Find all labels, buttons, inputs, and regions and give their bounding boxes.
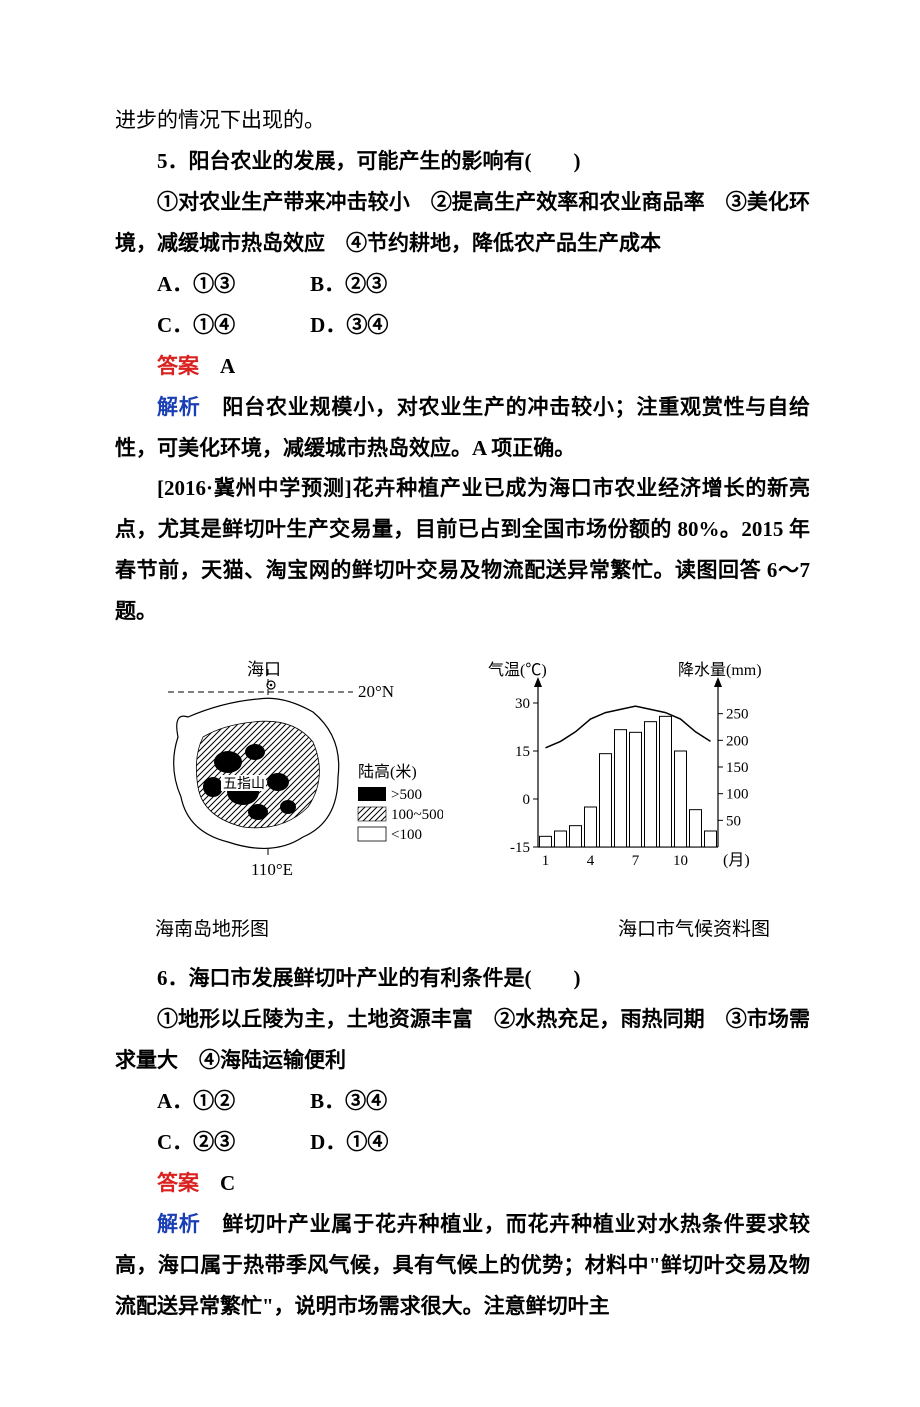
lon-label: 110°E	[251, 860, 293, 879]
q6-stem: 6．海口市发展鲜切叶产业的有利条件是( )	[115, 958, 810, 999]
temp-axis-label: 气温(℃)	[488, 661, 547, 679]
legend-mid: 100~500	[391, 807, 443, 823]
svg-text:1: 1	[541, 853, 549, 869]
q6-optD: D．①④	[310, 1130, 388, 1154]
hainan-map-figure: 20°N 110°E	[143, 657, 443, 901]
explanation-label: 解析	[157, 1212, 201, 1236]
passage-source: [2016·冀州中学预测]	[157, 476, 352, 500]
precip-axis-label: 降水量(mm)	[678, 661, 762, 679]
q6-choices-line: ①地形以丘陵为主，土地资源丰富 ②水热充足，雨热同期 ③市场需求量大 ④海陆运输…	[115, 999, 810, 1081]
q6-optA: A．①②	[157, 1089, 235, 1113]
climate-chart-svg: 气温(℃) 降水量(mm) -15 0 15 30 50 100 150 200 250 1 4…	[483, 657, 783, 887]
q5-exp-text: 阳台农业规模小，对农业生产的冲击较小；注重观赏性与自给性，可美化环境，减缓城市热…	[115, 395, 810, 460]
svg-text:250: 250	[726, 707, 749, 723]
q5-stem: 5．阳台农业的发展，可能产生的影响有( )	[115, 141, 810, 182]
svg-text:-15: -15	[510, 840, 530, 856]
legend-hi: >500	[391, 787, 422, 803]
climate-chart-figure: 气温(℃) 降水量(mm) -15 0 15 30 50 100 150 200 250 1 4…	[483, 657, 783, 901]
figure-row: 20°N 110°E	[115, 657, 810, 901]
q6-optB: B．③④	[310, 1089, 387, 1113]
wuzhi-label: 五指山	[223, 776, 265, 792]
climate-caption: 海口市气候资料图	[618, 911, 770, 948]
q5-options-row1: A．①③ B．②③	[115, 264, 810, 305]
q5-choices-line: ①对农业生产带来冲击较小 ②提高生产效率和农业商品率 ③美化环境，减缓城市热岛效…	[115, 182, 810, 264]
q6-explanation: 解析 鲜切叶产业属于花卉种植业，而花卉种植业对水热条件要求较高，海口属于热带季风…	[115, 1204, 810, 1327]
explanation-label: 解析	[157, 395, 201, 419]
q5-answer-value: A	[220, 354, 235, 378]
q5-answer-line: 答案 A	[115, 346, 810, 387]
svg-text:4: 4	[586, 853, 594, 869]
q5-optC: C．①④	[157, 313, 235, 337]
lat-label: 20°N	[358, 682, 394, 701]
passage-67: [2016·冀州中学预测]花卉种植产业已成为海口市农业经济增长的新亮点，尤其是鲜…	[115, 468, 810, 632]
q5-explanation: 解析 阳台农业规模小，对农业生产的冲击较小；注重观赏性与自给性，可美化环境，减缓…	[115, 387, 810, 469]
map-caption: 海南岛地形图	[155, 911, 269, 948]
q5-optB: B．②③	[310, 272, 387, 296]
svg-text:50: 50	[726, 814, 741, 830]
figure-captions: 海南岛地形图 海口市气候资料图	[155, 911, 770, 948]
answer-label: 答案	[157, 1171, 199, 1195]
svg-text:7: 7	[631, 853, 639, 869]
q6-answer-value: C	[220, 1171, 235, 1195]
q5-optA: A．①③	[157, 272, 235, 296]
hainan-map-svg: 20°N 110°E	[143, 657, 443, 887]
svg-text:150: 150	[726, 760, 749, 776]
q6-options-row2: C．②③ D．①④	[115, 1122, 810, 1163]
answer-label: 答案	[157, 354, 199, 378]
legend-title: 陆高(米)	[358, 763, 417, 781]
legend-lo: <100	[391, 827, 422, 843]
svg-text:10: 10	[673, 853, 688, 869]
svg-text:0: 0	[522, 792, 530, 808]
q6-options-row1: A．①② B．③④	[115, 1081, 810, 1122]
q6-answer-line: 答案 C	[115, 1163, 810, 1204]
q6-optC: C．②③	[157, 1130, 235, 1154]
x-axis-unit: (月)	[723, 852, 750, 869]
svg-text:100: 100	[726, 787, 749, 803]
q5-optD: D．③④	[310, 313, 388, 337]
svg-text:30: 30	[515, 696, 530, 712]
haikou-label: 海口	[247, 660, 281, 679]
svg-text:15: 15	[515, 744, 530, 760]
svg-text:200: 200	[726, 734, 749, 750]
q5-options-row2: C．①④ D．③④	[115, 305, 810, 346]
document-page: 进步的情况下出现的。 5．阳台农业的发展，可能产生的影响有( ) ①对农业生产带…	[0, 0, 920, 1407]
intro-tail-text: 进步的情况下出现的。	[115, 100, 810, 141]
